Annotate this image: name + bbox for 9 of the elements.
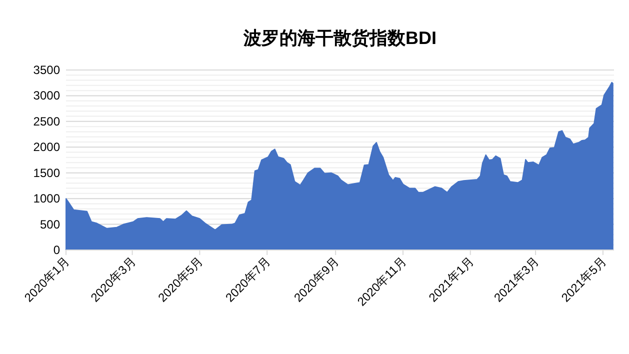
y-tick-label: 0 (53, 243, 60, 257)
y-tick-label: 3000 (33, 88, 60, 103)
y-tick-label: 2500 (33, 114, 60, 128)
y-tick-label: 1500 (33, 166, 60, 180)
y-tick-label: 500 (40, 217, 60, 232)
chart-title: 波罗的海干散货指数BDI (242, 28, 436, 48)
y-tick-label: 2000 (33, 140, 60, 154)
y-tick-label: 3500 (33, 63, 60, 77)
y-tick-label: 1000 (33, 192, 60, 206)
